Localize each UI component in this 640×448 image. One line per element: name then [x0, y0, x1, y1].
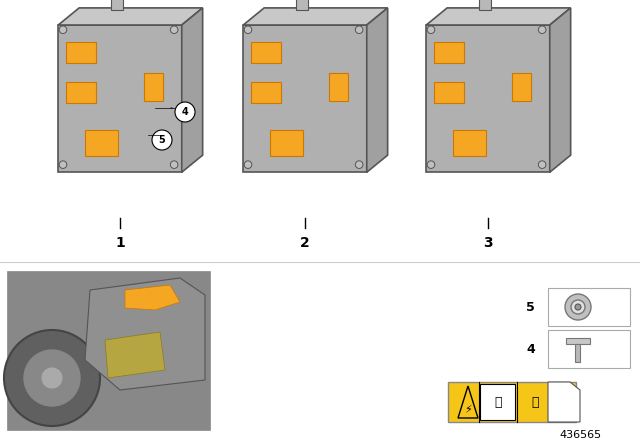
FancyBboxPatch shape — [296, 0, 308, 10]
Circle shape — [571, 300, 585, 314]
Polygon shape — [367, 8, 388, 172]
FancyBboxPatch shape — [251, 42, 281, 63]
Circle shape — [538, 161, 546, 168]
Text: 4: 4 — [182, 107, 188, 117]
FancyBboxPatch shape — [58, 25, 182, 172]
Bar — [8, 272, 210, 430]
Polygon shape — [550, 8, 571, 172]
FancyBboxPatch shape — [434, 82, 464, 103]
Text: 4: 4 — [526, 343, 535, 356]
Text: 🧤: 🧤 — [531, 396, 539, 409]
Circle shape — [170, 26, 178, 34]
Polygon shape — [85, 278, 205, 390]
Circle shape — [152, 130, 172, 150]
Text: 1: 1 — [115, 236, 125, 250]
Bar — [575, 344, 580, 362]
Circle shape — [244, 161, 252, 168]
Circle shape — [60, 161, 67, 168]
Text: 436565: 436565 — [559, 430, 601, 440]
FancyBboxPatch shape — [66, 42, 96, 63]
Circle shape — [24, 350, 80, 406]
Circle shape — [60, 26, 67, 34]
FancyBboxPatch shape — [85, 129, 118, 156]
Text: 3: 3 — [483, 236, 493, 250]
Circle shape — [355, 161, 363, 168]
FancyBboxPatch shape — [329, 73, 348, 101]
Polygon shape — [58, 8, 203, 25]
Circle shape — [4, 330, 100, 426]
Polygon shape — [125, 285, 180, 310]
FancyBboxPatch shape — [251, 82, 281, 103]
FancyBboxPatch shape — [426, 25, 550, 172]
Circle shape — [170, 161, 178, 168]
FancyBboxPatch shape — [512, 73, 531, 101]
Polygon shape — [426, 8, 571, 25]
Text: 📖: 📖 — [494, 396, 502, 409]
FancyBboxPatch shape — [479, 0, 491, 10]
Bar — [448, 382, 576, 422]
Polygon shape — [182, 8, 203, 172]
Bar — [480, 384, 515, 420]
Circle shape — [355, 26, 363, 34]
FancyBboxPatch shape — [144, 73, 163, 101]
FancyBboxPatch shape — [243, 25, 367, 172]
FancyBboxPatch shape — [434, 42, 464, 63]
FancyBboxPatch shape — [453, 129, 486, 156]
Circle shape — [244, 26, 252, 34]
FancyBboxPatch shape — [66, 82, 96, 103]
Circle shape — [538, 26, 546, 34]
Polygon shape — [243, 8, 388, 25]
Polygon shape — [548, 382, 580, 422]
Text: 5: 5 — [526, 301, 535, 314]
FancyBboxPatch shape — [270, 129, 303, 156]
Circle shape — [575, 304, 581, 310]
Circle shape — [428, 26, 435, 34]
Bar — [548, 288, 630, 326]
Polygon shape — [458, 386, 478, 418]
Text: 2: 2 — [300, 236, 310, 250]
Circle shape — [175, 102, 195, 122]
Text: ⚡: ⚡ — [464, 405, 472, 415]
Polygon shape — [566, 338, 590, 344]
Polygon shape — [105, 332, 165, 378]
Circle shape — [565, 294, 591, 320]
Text: 5: 5 — [159, 135, 165, 145]
FancyBboxPatch shape — [111, 0, 123, 10]
Circle shape — [428, 161, 435, 168]
Bar — [548, 330, 630, 368]
Circle shape — [42, 368, 62, 388]
